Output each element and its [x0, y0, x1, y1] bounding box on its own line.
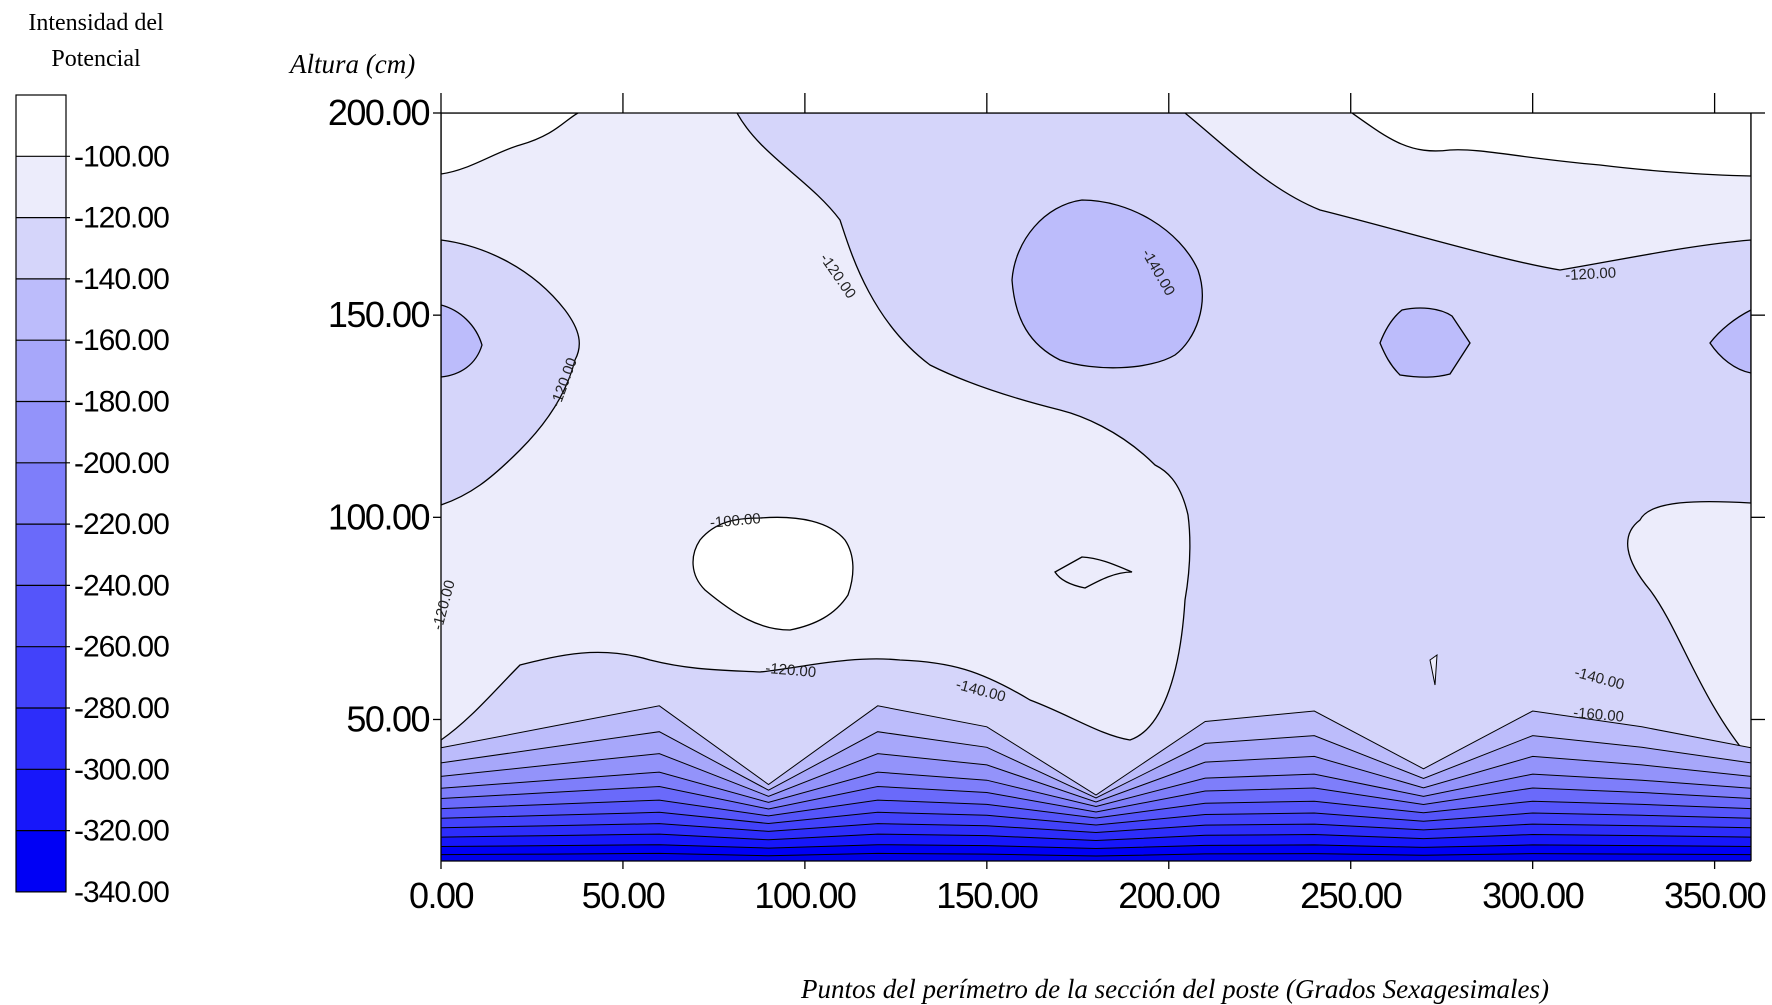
- x-tick-label: 250.00: [1300, 875, 1402, 916]
- legend-swatch: [16, 524, 66, 586]
- legend-swatch: [16, 585, 66, 647]
- blob-minus-160-center: [1011, 199, 1203, 369]
- legend-level-label: -260.00: [74, 631, 169, 664]
- legend-level-label: -280.00: [74, 692, 169, 725]
- legend-title-line2: Potencial: [51, 46, 141, 72]
- contour-label: -100.00: [709, 510, 761, 531]
- legend-title-line1: Intensidad del: [28, 10, 164, 36]
- legend-level-label: -340.00: [74, 876, 169, 909]
- legend-swatch: [16, 156, 66, 218]
- contour-label: -120.00: [1565, 264, 1617, 284]
- legend-swatch: [16, 646, 66, 708]
- bottom-contour-band: [441, 852, 1751, 861]
- blob-minus-160-far-right: [1709, 309, 1751, 374]
- x-axis-label: Puntos del perímetro de la sección del p…: [800, 974, 1549, 1004]
- y-tick-label: 200.00: [328, 92, 430, 133]
- region-minus-100-ellipse: [692, 516, 854, 631]
- y-tick-label: 150.00: [328, 294, 430, 335]
- contour-label: -160.00: [1572, 704, 1624, 725]
- axes: 0.00 50.00 100.00 150.00 200.00 250.00 300.00 3…: [328, 92, 1767, 916]
- legend-level-label: -200.00: [74, 447, 169, 480]
- region-sliver: [1429, 653, 1438, 686]
- x-tick-label: 0.00: [409, 875, 474, 916]
- legend-swatch: [16, 462, 66, 525]
- x-tick-label: 100.00: [754, 875, 856, 916]
- region-minus-100-top-right: [1350, 113, 1751, 177]
- legend-level-label: -240.00: [74, 569, 169, 602]
- legend-level-label: -120.00: [74, 202, 169, 235]
- legend-swatch: [16, 708, 66, 770]
- legend-swatch: [16, 769, 66, 831]
- y-tick-label: 100.00: [328, 496, 430, 537]
- band-minus-140-left-lobe: [441, 239, 580, 506]
- legend-swatch: [16, 95, 66, 157]
- x-tick-label: 300.00: [1482, 875, 1584, 916]
- legend: Intensidad del Potencial -100.00 -120.00 -…: [15, 10, 170, 909]
- legend-swatch: [16, 217, 66, 279]
- legend-level-label: -140.00: [74, 263, 169, 296]
- band-minus-140-diagonal: [441, 113, 1751, 861]
- region-minus-120-small-diamond: [1054, 556, 1133, 589]
- x-tick-label: 50.00: [582, 875, 665, 916]
- contour-fills: [441, 113, 1751, 861]
- blob-minus-160-right: [1379, 307, 1471, 378]
- legend-swatch: [16, 278, 66, 341]
- contour-label: -120.00: [765, 660, 817, 681]
- legend-level-label: -180.00: [74, 386, 169, 419]
- blob-minus-160-left: [441, 304, 483, 378]
- region-minus-100-top-left: [441, 113, 579, 175]
- x-tick-label: 200.00: [1118, 875, 1220, 916]
- y-tick-label: 50.00: [346, 698, 429, 739]
- legend-swatch: [16, 830, 66, 892]
- legend-level-label: -160.00: [74, 324, 169, 357]
- y-axis-label: Altura (cm): [288, 49, 415, 79]
- legend-swatch: [16, 340, 66, 402]
- legend-level-label: -100.00: [74, 140, 169, 173]
- legend-level-label: -220.00: [74, 508, 169, 541]
- legend-swatch: [16, 401, 66, 463]
- legend-level-label: -320.00: [74, 815, 169, 848]
- x-tick-label: 150.00: [936, 875, 1038, 916]
- legend-level-label: -300.00: [74, 753, 169, 786]
- x-tick-label: 350.00: [1664, 875, 1766, 916]
